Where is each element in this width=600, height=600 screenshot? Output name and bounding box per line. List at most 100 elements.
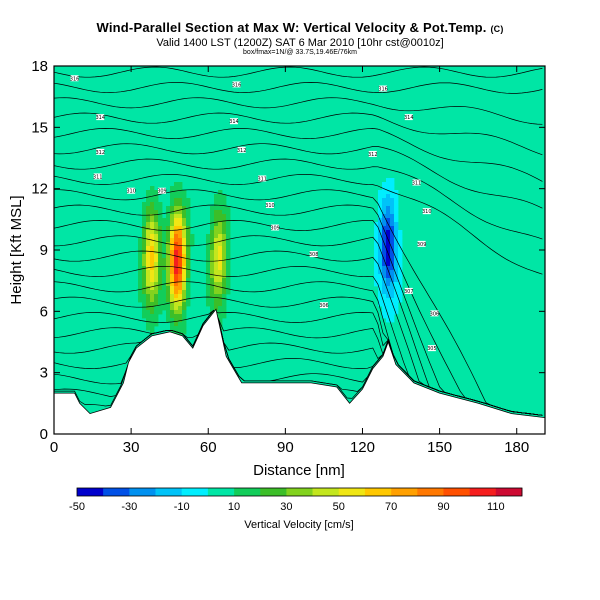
colorbar-swatch — [260, 488, 287, 496]
w-cell — [170, 222, 175, 227]
w-cell — [142, 250, 147, 255]
w-cell — [210, 282, 215, 287]
w-cell — [206, 294, 211, 299]
contour-label: 312 — [95, 150, 105, 156]
w-cell — [162, 250, 167, 255]
w-cell — [158, 214, 163, 219]
w-cell — [154, 298, 159, 303]
w-cell — [178, 258, 183, 263]
plot-area: 316 314 312 311 310 309 316 314 312 311 310 309 308 3… — [54, 66, 545, 434]
w-cell — [162, 270, 167, 275]
w-cell — [210, 250, 215, 255]
w-cell — [150, 214, 155, 219]
w-cell — [146, 262, 151, 267]
w-cell — [386, 266, 391, 271]
w-cell — [186, 286, 191, 291]
w-cell — [386, 254, 391, 259]
w-cell — [214, 258, 219, 263]
w-cell — [170, 254, 175, 259]
contour-label-box — [237, 146, 246, 153]
w-cell — [170, 326, 175, 331]
w-cell — [158, 270, 163, 275]
w-cell — [170, 238, 175, 243]
w-cell — [150, 310, 155, 315]
w-cell — [138, 278, 143, 283]
w-cell — [190, 234, 195, 239]
w-cell — [382, 254, 387, 259]
w-cell — [390, 278, 395, 283]
w-cell — [218, 230, 223, 235]
w-cell — [186, 254, 191, 259]
w-cell — [174, 226, 179, 231]
w-cell — [382, 274, 387, 279]
w-cell — [170, 186, 175, 191]
y-tick-label: 15 — [31, 119, 48, 136]
w-cell — [210, 226, 215, 231]
w-cell — [154, 286, 159, 291]
w-cell — [378, 238, 383, 243]
w-cell — [178, 186, 183, 191]
w-cell — [150, 242, 155, 247]
w-cell — [386, 230, 391, 235]
w-cell — [182, 286, 187, 291]
w-cell — [142, 222, 147, 227]
w-cell — [206, 266, 211, 271]
w-cell — [166, 266, 171, 271]
terrain-mask — [54, 308, 545, 434]
w-cell — [138, 246, 143, 251]
colorbar-swatch — [417, 488, 444, 496]
w-cell — [218, 206, 223, 211]
contour-label-box — [93, 173, 102, 180]
w-cell — [394, 298, 399, 303]
colorbar-swatch — [207, 488, 235, 496]
w-cell — [398, 258, 403, 263]
w-cell — [186, 218, 191, 223]
w-cell — [210, 234, 215, 239]
w-cell — [214, 298, 219, 303]
w-cell — [174, 278, 179, 283]
contour-label: 310 — [265, 203, 275, 209]
contour-label-box — [404, 287, 413, 294]
colorbar-tick-label: 110 — [487, 501, 505, 513]
w-cell — [154, 226, 159, 231]
w-cell — [390, 238, 395, 243]
w-cell — [386, 234, 391, 239]
w-cell — [374, 282, 379, 287]
w-cell — [226, 286, 231, 291]
w-cell — [162, 238, 167, 243]
w-cell — [218, 238, 223, 243]
w-cell — [218, 254, 223, 259]
w-cell — [390, 210, 395, 215]
w-cell — [206, 250, 211, 255]
contour-label: 307 — [404, 289, 414, 295]
w-cell — [146, 278, 151, 283]
colorbar-swatch — [234, 488, 261, 496]
w-cell — [178, 194, 183, 199]
w-cell — [178, 226, 183, 231]
theta-contour — [54, 82, 543, 94]
chart-subtitle-small: box/fmax=1N/@ 33.7S,19.46E/76km — [243, 49, 357, 56]
w-cell — [210, 266, 215, 271]
w-cell — [378, 190, 383, 195]
w-cell — [382, 310, 387, 315]
w-cell — [374, 250, 379, 255]
w-cell — [382, 282, 387, 287]
w-cell — [378, 242, 383, 247]
w-cell — [166, 246, 171, 251]
w-cell — [154, 222, 159, 227]
w-cell — [174, 270, 179, 275]
w-cell — [146, 290, 151, 295]
w-cell — [386, 310, 391, 315]
w-cell — [186, 274, 191, 279]
w-cell — [214, 234, 219, 239]
w-cell — [214, 198, 219, 203]
w-cell — [182, 238, 187, 243]
w-cell — [178, 202, 183, 207]
w-cell — [178, 314, 183, 319]
w-cell — [174, 234, 179, 239]
w-cell — [170, 190, 175, 195]
w-cell — [218, 222, 223, 227]
w-cell — [386, 198, 391, 203]
w-cell — [166, 262, 171, 267]
